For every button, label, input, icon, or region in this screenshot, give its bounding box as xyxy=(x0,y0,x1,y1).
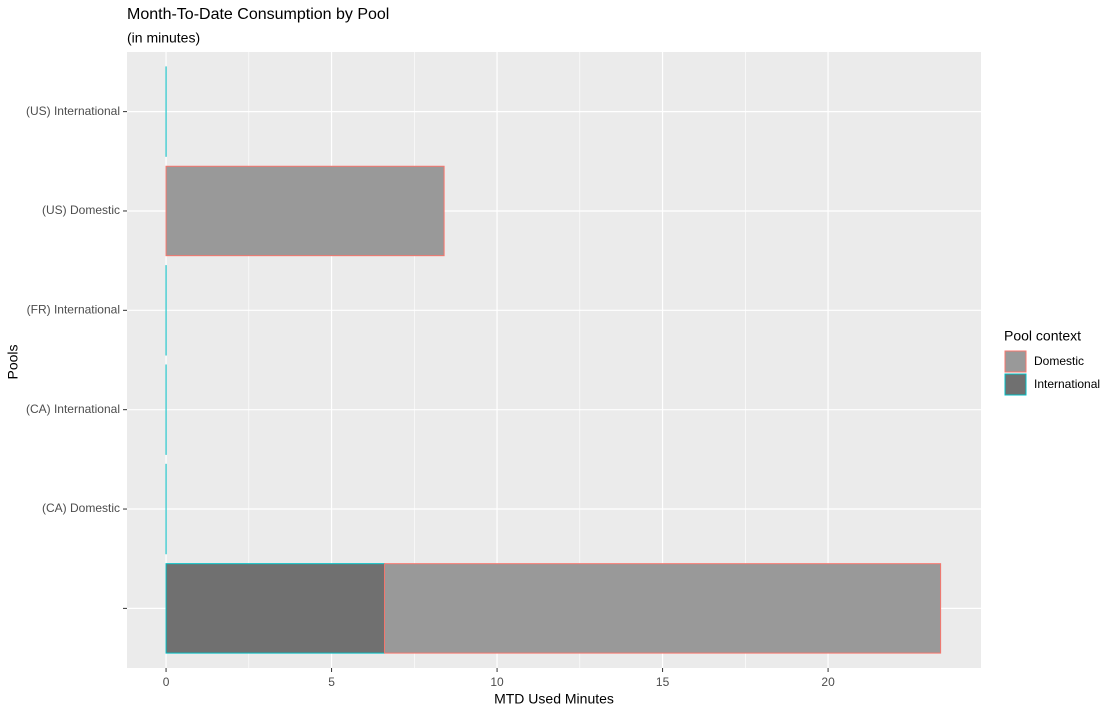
legend-title: Pool context xyxy=(1004,328,1081,344)
x-tick-label: 0 xyxy=(163,675,170,689)
chart-title: Month-To-Date Consumption by Pool xyxy=(127,6,389,23)
legend-label: International xyxy=(1034,377,1100,391)
legend-label: Domestic xyxy=(1034,354,1084,368)
bar xyxy=(165,563,386,654)
bar xyxy=(165,165,445,257)
y-tick-label: (FR) International xyxy=(27,302,120,316)
x-tick-label: 15 xyxy=(656,675,670,689)
x-tick-label: 5 xyxy=(328,675,335,689)
bar xyxy=(384,563,942,654)
y-tick-label: (US) International xyxy=(26,104,120,118)
legend-key xyxy=(1004,373,1027,396)
chart-subtitle: (in minutes) xyxy=(127,30,200,46)
x-axis-title: MTD Used Minutes xyxy=(494,691,614,707)
y-tick-label: (CA) International xyxy=(26,402,120,416)
legend-key xyxy=(1004,350,1027,373)
y-tick-label: (US) Domestic xyxy=(42,203,120,217)
x-tick-label: 10 xyxy=(490,675,504,689)
y-tick-label: (CA) Domestic xyxy=(42,501,120,515)
x-tick-label: 20 xyxy=(821,675,835,689)
y-axis-title: Pools xyxy=(5,344,21,379)
